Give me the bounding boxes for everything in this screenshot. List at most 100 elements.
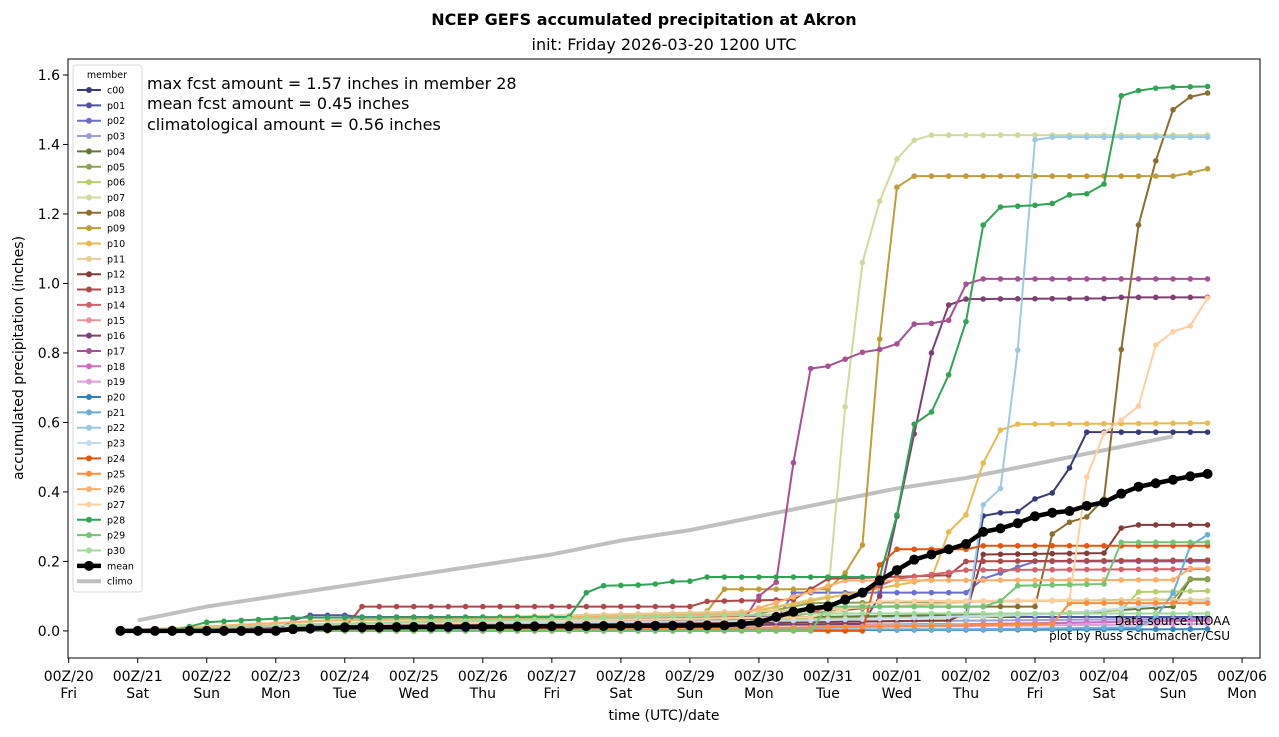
member-p26-point bbox=[1066, 577, 1073, 583]
mean-point bbox=[322, 623, 333, 634]
member-p26-point bbox=[928, 577, 935, 584]
legend-entry-p21: p21 bbox=[77, 408, 125, 419]
member-p28-point bbox=[341, 614, 348, 621]
member-p21-point bbox=[963, 626, 969, 632]
member-p28-point bbox=[997, 204, 1004, 210]
member-p02-point bbox=[928, 589, 935, 596]
member-p17-point bbox=[911, 321, 918, 327]
member-p07-point bbox=[894, 156, 900, 162]
mean-point bbox=[1047, 507, 1058, 518]
member-p22-point bbox=[997, 485, 1004, 492]
member-p17-point bbox=[825, 363, 831, 369]
member-p29-point bbox=[980, 603, 987, 610]
member-p28-point bbox=[238, 617, 245, 624]
legend-entry-p15: p15 bbox=[77, 316, 125, 327]
member-p14-point bbox=[997, 567, 1004, 573]
member-p29-point bbox=[1049, 582, 1056, 588]
member-p25-point bbox=[825, 624, 831, 630]
member-p26-point bbox=[756, 605, 762, 611]
member-p13-point bbox=[1014, 558, 1021, 564]
legend-entry-p01: p01 bbox=[77, 101, 125, 112]
member-p28-point bbox=[894, 512, 900, 518]
member-p09-series bbox=[117, 165, 1211, 634]
member-p28-point bbox=[807, 574, 814, 580]
mean-point bbox=[270, 625, 281, 636]
legend-entry-mean: mean bbox=[77, 560, 134, 572]
member-p26-point bbox=[1204, 565, 1211, 572]
member-p26-point bbox=[894, 577, 900, 584]
legend-label: p08 bbox=[107, 208, 125, 219]
member-p07-point bbox=[928, 132, 935, 138]
member-p28-point bbox=[928, 409, 935, 415]
member-p17-point bbox=[1066, 276, 1073, 282]
member-p30-point bbox=[1066, 610, 1073, 617]
member-p30-point bbox=[876, 610, 883, 617]
member-p21-point bbox=[1135, 624, 1142, 631]
x-tick-label: 00Z/22 bbox=[182, 669, 232, 685]
member-p09-point bbox=[997, 173, 1004, 179]
member-p28-point bbox=[825, 574, 831, 580]
member-p28-point bbox=[290, 614, 296, 621]
member-p12-point bbox=[1066, 550, 1073, 557]
member-p09-point bbox=[1014, 173, 1021, 179]
member-p27-point bbox=[1135, 403, 1142, 409]
legend-marker bbox=[86, 163, 92, 170]
legend-entry-p10: p10 bbox=[77, 239, 125, 250]
member-p22-line bbox=[120, 136, 1208, 632]
member-p13-point bbox=[687, 603, 693, 610]
member-p14-point bbox=[1101, 566, 1107, 573]
x-tick-weekday: Sat bbox=[126, 686, 149, 702]
y-tick-label: 1.4 bbox=[38, 137, 60, 153]
member-p02-point bbox=[894, 589, 900, 596]
member-p24-point bbox=[1101, 542, 1107, 549]
x-tick-label: 00Z/05 bbox=[1148, 669, 1198, 685]
legend-marker bbox=[86, 286, 92, 293]
legend-marker bbox=[86, 255, 92, 262]
member-p27-point bbox=[1066, 596, 1073, 603]
member-p14-point bbox=[1118, 566, 1125, 573]
member-p29-point bbox=[1014, 582, 1021, 589]
member-p30-point bbox=[669, 613, 676, 620]
member-p27-point bbox=[876, 598, 883, 605]
member-p30-point bbox=[1187, 610, 1194, 617]
member-p12-point bbox=[1101, 550, 1107, 556]
member-p17-point bbox=[859, 349, 866, 356]
member-p17-point bbox=[807, 365, 814, 372]
legend-marker bbox=[86, 486, 92, 493]
mean-point bbox=[805, 603, 816, 614]
legend-label: p02 bbox=[107, 116, 125, 127]
member-p25-point bbox=[911, 623, 918, 629]
mean-point bbox=[960, 539, 971, 550]
legend-entry-p19: p19 bbox=[77, 377, 125, 388]
member-p30-point bbox=[497, 617, 503, 624]
member-p28-point bbox=[738, 574, 745, 580]
member-c00-point bbox=[1187, 429, 1194, 435]
member-p10-point bbox=[1014, 421, 1021, 427]
member-p02-point bbox=[963, 589, 969, 596]
legend-marker bbox=[86, 271, 92, 278]
mean-point bbox=[564, 621, 575, 632]
x-tick-weekday: Mon bbox=[1227, 686, 1257, 702]
member-p28-point bbox=[393, 614, 400, 621]
member-p09-point bbox=[790, 586, 797, 593]
member-p25-point bbox=[842, 624, 848, 630]
y-tick-label: 1.2 bbox=[38, 207, 60, 223]
member-p02-point bbox=[911, 589, 918, 596]
member-p28-point bbox=[324, 614, 331, 621]
member-p12-point bbox=[1083, 550, 1090, 557]
member-p07-point bbox=[859, 259, 866, 266]
member-p29-point bbox=[1152, 539, 1159, 546]
member-p10-point bbox=[1101, 420, 1107, 427]
legend-marker bbox=[86, 547, 92, 554]
member-p13-point bbox=[480, 603, 486, 610]
member-p30-point bbox=[980, 610, 987, 617]
member-p05-point bbox=[1187, 575, 1194, 582]
mean-point bbox=[477, 621, 488, 632]
mean-point bbox=[443, 621, 454, 632]
member-c00-point bbox=[997, 509, 1004, 516]
member-p08-point bbox=[1170, 106, 1176, 113]
x-tick-label: 00Z/30 bbox=[734, 669, 784, 685]
member-p28-point bbox=[600, 582, 607, 589]
member-p13-point bbox=[1152, 557, 1159, 564]
member-p30-point bbox=[1049, 610, 1056, 617]
